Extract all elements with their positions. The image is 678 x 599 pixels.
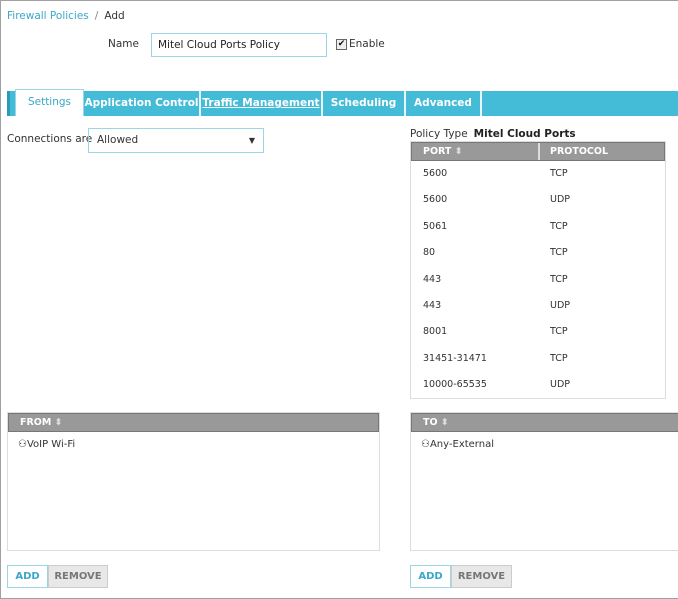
port-cell: 5600 <box>423 194 448 206</box>
tab-scheduling[interactable]: Scheduling <box>323 91 406 116</box>
port-cell: 80 <box>423 247 436 259</box>
tab-settings[interactable]: Settings <box>15 89 84 116</box>
port-cell: 10000-65535 <box>423 379 487 391</box>
protocol-column-header: PROTOCOL <box>538 143 666 160</box>
list-item[interactable]: ⚇VoIP Wi-Fi <box>18 439 76 450</box>
from-list: FROM ⬍ ⚇VoIP Wi-Fi <box>7 412 380 551</box>
breadcrumb: Firewall Policies / Add <box>7 10 125 22</box>
protocol-cell: TCP <box>550 247 568 259</box>
protocol-cell: TCP <box>550 326 568 338</box>
name-input[interactable] <box>151 33 327 57</box>
tab-application-control[interactable]: Application Control <box>84 91 201 116</box>
port-cell: 5600 <box>423 168 448 179</box>
enable-label: Enable <box>349 38 385 50</box>
port-cell: 5061 <box>423 220 448 232</box>
to-list: TO ⬍ ⚇Any-External <box>410 412 678 551</box>
tab-advanced[interactable]: Advanced <box>406 91 482 116</box>
connections-select[interactable]: Allowed ▼ <box>88 128 264 153</box>
ports-table: PORT ⬍ PROTOCOL 5600 TCP 5600 UDP 5061 TCP 80 T… <box>410 141 666 399</box>
policy-type-label: Policy Type <box>410 128 468 140</box>
from-header[interactable]: FROM ⬍ <box>8 413 379 432</box>
from-remove-button[interactable]: REMOVE <box>48 565 108 588</box>
port-cell: 443 <box>423 273 442 285</box>
policy-type: Policy Type Mitel Cloud Ports <box>410 128 576 140</box>
chevron-down-icon: ▼ <box>248 136 255 145</box>
connections-value: Allowed <box>97 134 139 146</box>
protocol-cell: UDP <box>550 379 570 391</box>
policy-type-value: Mitel Cloud Ports <box>473 128 576 140</box>
protocol-cell: TCP <box>550 273 568 285</box>
to-remove-button[interactable]: REMOVE <box>451 565 512 588</box>
breadcrumb-firewall-policies[interactable]: Firewall Policies <box>7 10 89 22</box>
from-add-button[interactable]: ADD <box>7 565 48 588</box>
breadcrumb-separator: / <box>94 10 99 22</box>
protocol-cell: UDP <box>550 300 570 311</box>
tab-bar: Settings Application Control Traffic Man… <box>7 89 678 116</box>
port-cell: 443 <box>423 300 442 311</box>
port-column-header[interactable]: PORT ⬍ <box>423 146 463 157</box>
name-label: Name <box>108 38 139 50</box>
protocol-cell: TCP <box>550 168 568 179</box>
protocol-cell: TCP <box>550 220 568 232</box>
to-add-button[interactable]: ADD <box>410 565 451 588</box>
network-icon: ⚇ <box>421 439 430 450</box>
sort-icon: ⬍ <box>54 417 63 428</box>
enable-checkbox[interactable]: ✔ <box>336 39 347 50</box>
to-header[interactable]: TO ⬍ <box>411 413 678 432</box>
port-cell: 31451-31471 <box>423 352 487 364</box>
sort-icon: ⬍ <box>454 146 463 157</box>
network-icon: ⚇ <box>18 439 27 450</box>
sort-icon: ⬍ <box>440 417 449 428</box>
port-cell: 8001 <box>423 326 448 338</box>
breadcrumb-current: Add <box>104 10 125 22</box>
tab-traffic-management[interactable]: Traffic Management <box>201 91 323 116</box>
connections-label: Connections are <box>7 133 93 145</box>
protocol-cell: TCP <box>550 352 568 364</box>
protocol-cell: UDP <box>550 194 570 206</box>
list-item[interactable]: ⚇Any-External <box>421 439 494 450</box>
ports-table-header: PORT ⬍ PROTOCOL <box>411 142 665 161</box>
